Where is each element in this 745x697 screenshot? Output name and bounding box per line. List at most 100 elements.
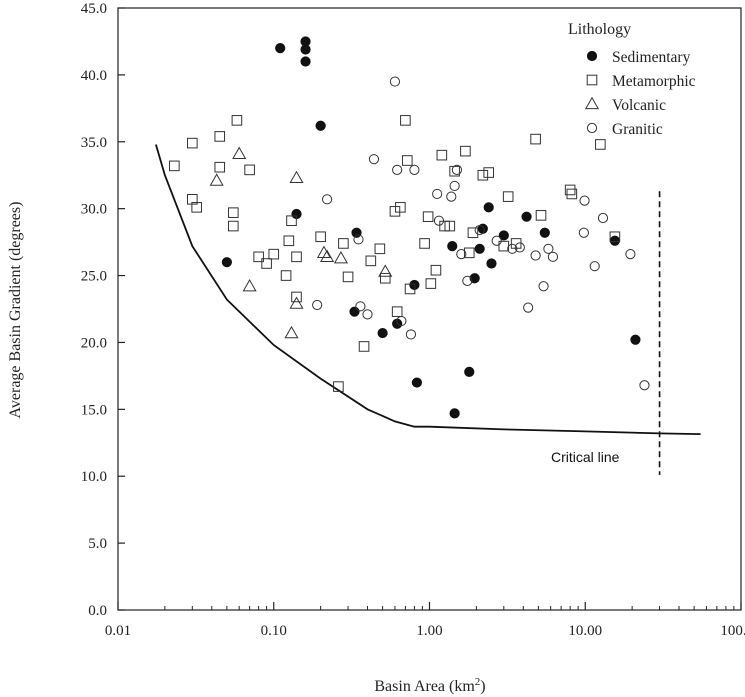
granitic-point bbox=[547, 251, 559, 262]
metamorphic-point bbox=[315, 231, 326, 243]
metamorphic-point bbox=[395, 202, 406, 213]
sedimentary-point bbox=[300, 44, 311, 55]
y-tick-label: 5.0 bbox=[88, 536, 107, 552]
sedimentary-point bbox=[221, 257, 232, 268]
y-tick-label: 45.0 bbox=[81, 1, 107, 17]
metamorphic-point bbox=[430, 264, 442, 276]
granitic-point bbox=[449, 180, 460, 192]
sedimentary-point bbox=[300, 56, 311, 67]
volcanic-point bbox=[242, 279, 257, 292]
granitic-point bbox=[491, 235, 502, 246]
y-tick-label: 15.0 bbox=[81, 402, 107, 418]
volcanic-point bbox=[378, 264, 393, 277]
metamorphic-point bbox=[228, 207, 239, 218]
granitic-point bbox=[474, 224, 485, 236]
volcanic-point bbox=[289, 296, 304, 309]
granitic-point bbox=[389, 76, 401, 87]
metamorphic-point bbox=[449, 165, 460, 177]
legend-sedimentary-marker bbox=[586, 50, 598, 62]
legend-metamorphic-marker bbox=[586, 74, 598, 86]
metamorphic-point bbox=[391, 306, 403, 317]
metamorphic-point bbox=[401, 155, 413, 166]
metamorphic-point bbox=[228, 220, 239, 232]
sedimentary-point bbox=[315, 120, 326, 131]
granitic-point bbox=[543, 243, 554, 254]
volcanic-point bbox=[320, 249, 335, 262]
granitic-point bbox=[433, 215, 445, 226]
legend-granitic-label: Granitic bbox=[612, 121, 663, 138]
volcanic-point bbox=[316, 245, 331, 258]
x-tick-label: 10.00 bbox=[568, 623, 602, 639]
sedimentary-point bbox=[521, 211, 532, 222]
granitic-point bbox=[362, 309, 373, 320]
critical-line-curve bbox=[155, 144, 701, 435]
metamorphic-point bbox=[342, 271, 354, 283]
x-tick-label: 100.00 bbox=[720, 623, 745, 639]
metamorphic-point bbox=[187, 137, 198, 149]
metamorphic-point bbox=[467, 227, 479, 239]
granitic-point bbox=[446, 191, 457, 202]
metamorphic-point bbox=[169, 160, 180, 172]
volcanic-point bbox=[289, 170, 304, 184]
granitic-point bbox=[321, 194, 333, 205]
legend-title: Lithology bbox=[568, 21, 631, 38]
sedimentary-point bbox=[275, 43, 286, 54]
sedimentary-point bbox=[486, 258, 497, 269]
metamorphic-point bbox=[425, 278, 437, 289]
y-tick-label: 40.0 bbox=[81, 68, 107, 84]
metamorphic-point bbox=[609, 231, 621, 243]
legend-entries: Sedimentary Metamorphic Volcanic Granitic bbox=[584, 49, 696, 138]
volcanic-point bbox=[333, 250, 348, 264]
metamorphic-point bbox=[358, 341, 370, 352]
legend-volcanic-label: Volcanic bbox=[612, 97, 666, 114]
metamorphic-point bbox=[389, 206, 401, 217]
granitic-point bbox=[639, 380, 650, 391]
metamorphic-point bbox=[191, 202, 202, 213]
granitic-point bbox=[432, 188, 443, 200]
granitic-point bbox=[597, 212, 609, 224]
metamorphic-point bbox=[436, 149, 448, 161]
legend-metamorphic-label: Metamorphic bbox=[612, 73, 696, 90]
sedimentary-point bbox=[474, 243, 485, 254]
metamorphic-point bbox=[253, 251, 264, 263]
y-tick-label: 30.0 bbox=[81, 202, 107, 218]
granitic-point bbox=[368, 154, 380, 165]
sedimentary-point bbox=[483, 202, 494, 213]
volcanic-point bbox=[232, 146, 247, 159]
sedimentary-point bbox=[351, 227, 362, 238]
y-tick-label: 20.0 bbox=[81, 335, 107, 351]
x-axis-title-text: Basin Area (km bbox=[374, 678, 475, 695]
metamorphic-point bbox=[419, 238, 430, 249]
granitic-point bbox=[462, 275, 473, 287]
volcanic-point bbox=[284, 325, 299, 339]
metamorphic-point bbox=[379, 272, 391, 284]
metamorphic-point bbox=[483, 167, 495, 178]
y-axis-title: Average Basin Gradient (degrees) bbox=[7, 202, 24, 419]
metamorphic-point bbox=[261, 258, 272, 269]
sedimentary-point bbox=[377, 327, 388, 339]
y-tick-label: 25.0 bbox=[81, 269, 107, 285]
y-tick-label: 10.0 bbox=[81, 469, 107, 485]
granitic-point bbox=[523, 302, 534, 313]
metamorphic-point bbox=[477, 169, 489, 181]
metamorphic-point bbox=[404, 283, 416, 295]
sedimentary-point bbox=[609, 235, 620, 246]
granitic-point bbox=[392, 164, 403, 175]
x-axis-title-superscript: 2 bbox=[475, 676, 481, 688]
x-axis-title: Basin Area (km2) bbox=[374, 676, 485, 695]
data-points bbox=[169, 36, 650, 419]
x-axis-title-close: ) bbox=[480, 678, 485, 695]
metamorphic-point bbox=[333, 381, 344, 392]
granitic-point bbox=[355, 301, 366, 312]
x-tick-label: 0.10 bbox=[261, 623, 287, 639]
volcanic-point bbox=[209, 173, 224, 186]
critical-line-label: Critical line bbox=[551, 449, 620, 465]
granitic-point bbox=[507, 243, 518, 254]
sedimentary-point bbox=[539, 227, 550, 238]
metamorphic-point bbox=[338, 238, 349, 249]
granitic-point bbox=[579, 195, 590, 206]
metamorphic-point bbox=[365, 255, 377, 267]
metamorphic-point bbox=[280, 270, 292, 281]
granitic-point bbox=[538, 281, 549, 292]
